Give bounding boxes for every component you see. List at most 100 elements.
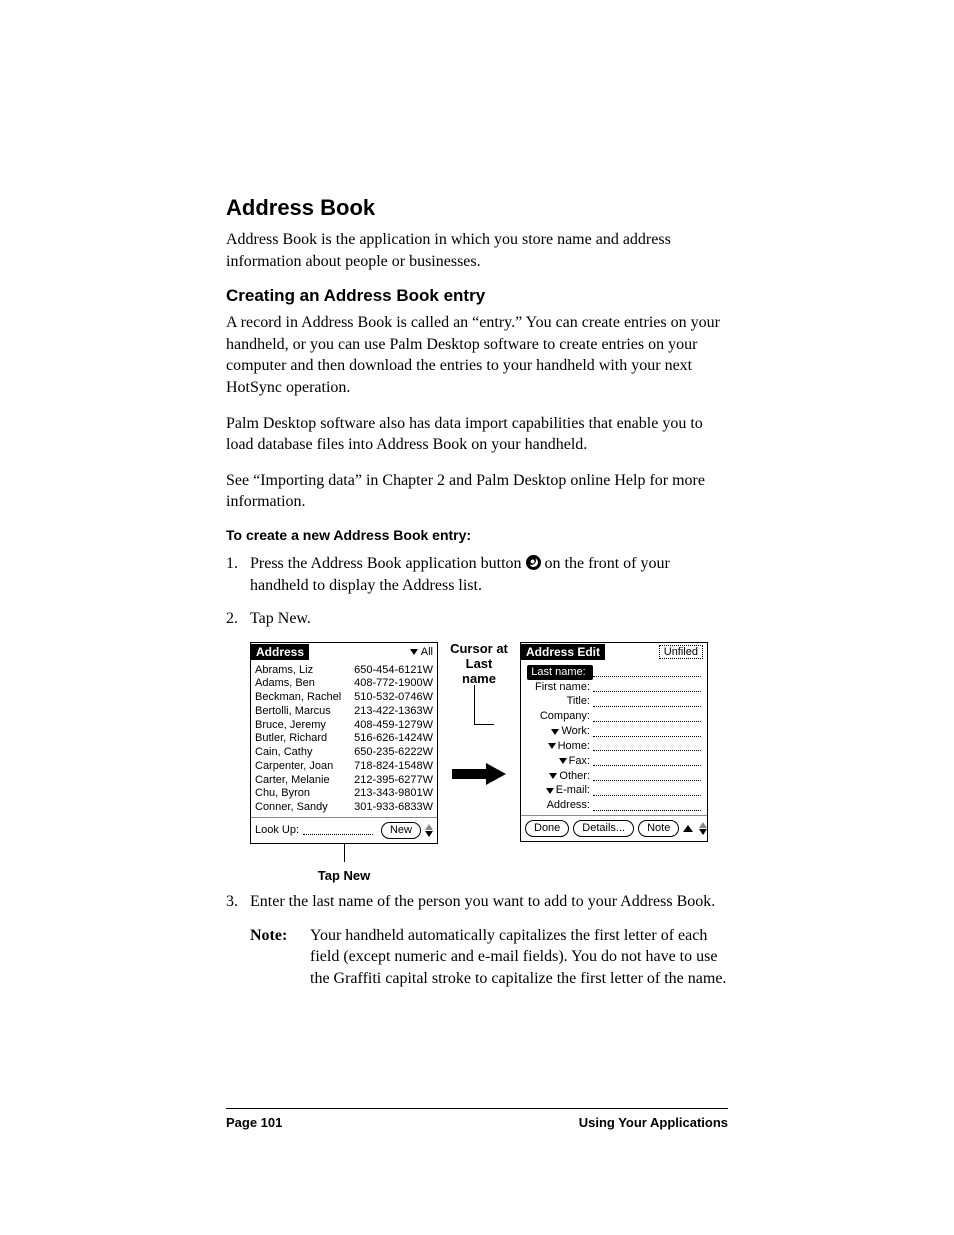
- address-list-row[interactable]: Carpenter, Joan 718-824-1548W: [255, 760, 433, 774]
- field-input[interactable]: [593, 786, 701, 796]
- new-button[interactable]: New: [381, 822, 421, 839]
- category-label[interactable]: All: [421, 646, 433, 658]
- lookup-input[interactable]: [303, 825, 373, 835]
- address-list-row[interactable]: Butler, Richard516-626-1424W: [255, 732, 433, 746]
- figure: Address All Abrams, Liz650-454-6121WAdam…: [250, 642, 728, 883]
- contact-name: Chu, Byron: [255, 787, 310, 801]
- footer-section-title: Using Your Applications: [579, 1115, 728, 1130]
- field-input[interactable]: [593, 697, 701, 707]
- step-number: 1.: [226, 553, 250, 596]
- contact-name: Bertolli, Marcus: [255, 705, 331, 719]
- edit-field-row: Last name:: [527, 665, 701, 680]
- edit-field-row: Other:: [527, 769, 701, 784]
- note-label: Note:: [250, 925, 310, 990]
- contact-name: Adams, Ben: [255, 677, 315, 691]
- dropdown-icon[interactable]: [559, 758, 567, 764]
- contact-phone: 650-235-6222W: [354, 746, 433, 760]
- edit-field-row: Address:: [527, 798, 701, 813]
- category-dropdown-icon[interactable]: [410, 649, 418, 655]
- arrow-icon: [452, 763, 506, 785]
- ordered-list: 3. Enter the last name of the person you…: [226, 891, 728, 913]
- field-label: Address:: [527, 798, 593, 813]
- details-button[interactable]: Details...: [573, 820, 634, 837]
- contact-phone: 510-532-0746W: [354, 691, 433, 705]
- field-input[interactable]: [593, 682, 701, 692]
- cursor-callout: Cursor at Last name: [448, 642, 510, 687]
- field-label: Last name:: [527, 665, 593, 680]
- intro-paragraph: Address Book is the application in which…: [226, 229, 728, 272]
- field-label[interactable]: E-mail:: [527, 783, 593, 798]
- contact-name: Beckman, Rachel: [255, 691, 341, 705]
- screen-title: Address Edit: [521, 644, 605, 660]
- field-input[interactable]: [593, 741, 701, 751]
- field-label[interactable]: Home:: [527, 739, 593, 754]
- contact-phone: 213-343-9801W: [354, 787, 433, 801]
- ordered-list: 1. Press the Address Book application bu…: [226, 553, 728, 630]
- contact-name: Bruce, Jeremy: [255, 719, 326, 733]
- address-list-row[interactable]: Conner, Sandy301-933-6833W: [255, 801, 433, 815]
- note-body: Your handheld automatically capitalizes …: [310, 925, 728, 990]
- edit-field-row: Title:: [527, 694, 701, 709]
- dropdown-icon[interactable]: [551, 729, 559, 735]
- tap-new-callout: Tap New: [318, 868, 371, 883]
- contact-phone: 212-395-6277W: [354, 774, 433, 788]
- note-block: Note: Your handheld automatically capita…: [250, 925, 728, 990]
- contact-name: Carpenter, Joan: [255, 760, 333, 774]
- step-number: 3.: [226, 891, 250, 913]
- category-label[interactable]: Unfiled: [659, 645, 703, 659]
- edit-field-row: First name:: [527, 680, 701, 695]
- address-list-row[interactable]: Adams, Ben 408-772-1900W: [255, 677, 433, 691]
- contact-phone: 408-772-1900W: [354, 677, 433, 691]
- contact-name: Carter, Melanie: [255, 774, 330, 788]
- field-input[interactable]: [593, 727, 701, 737]
- address-list-row[interactable]: Chu, Byron 213-343-9801W: [255, 787, 433, 801]
- address-list-row[interactable]: Carter, Melanie 212-395-6277W: [255, 774, 433, 788]
- paragraph-3: See “Importing data” in Chapter 2 and Pa…: [226, 470, 728, 513]
- field-input[interactable]: [593, 667, 701, 677]
- contact-phone: 650-454-6121W: [354, 664, 433, 678]
- field-input[interactable]: [593, 712, 701, 722]
- footer-page-number: Page 101: [226, 1115, 282, 1130]
- step-3: Enter the last name of the person you wa…: [250, 891, 728, 913]
- paragraph-2: Palm Desktop software also has data impo…: [226, 413, 728, 456]
- paragraph-1: A record in Address Book is called an “e…: [226, 312, 728, 398]
- address-list-row[interactable]: Beckman, Rachel 510-532-0746W: [255, 691, 433, 705]
- lookup-label: Look Up:: [255, 824, 299, 836]
- field-input[interactable]: [593, 801, 701, 811]
- field-label[interactable]: Fax:: [527, 754, 593, 769]
- dropdown-icon[interactable]: [549, 773, 557, 779]
- field-input[interactable]: [593, 756, 701, 766]
- address-list-row[interactable]: Cain, Cathy 650-235-6222W: [255, 746, 433, 760]
- address-list-screen: Address All Abrams, Liz650-454-6121WAdam…: [250, 642, 438, 844]
- contact-name: Cain, Cathy: [255, 746, 312, 760]
- step-1-text-a: Press the Address Book application butto…: [250, 555, 526, 572]
- field-label: Title:: [527, 694, 593, 709]
- contact-name: Butler, Richard: [255, 732, 327, 746]
- screen-title: Address: [251, 644, 309, 660]
- field-label[interactable]: Work:: [527, 724, 593, 739]
- field-label[interactable]: Other:: [527, 769, 593, 784]
- field-label: Company:: [527, 709, 593, 724]
- address-edit-screen: Address Edit Unfiled Last name:First nam…: [520, 642, 708, 842]
- address-list-row[interactable]: Abrams, Liz650-454-6121W: [255, 664, 433, 678]
- done-button[interactable]: Done: [525, 820, 569, 837]
- address-list-row[interactable]: Bertolli, Marcus 213-422-1363W: [255, 705, 433, 719]
- address-list-row[interactable]: Bruce, Jeremy408-459-1279W: [255, 719, 433, 733]
- address-book-icon: [526, 555, 541, 570]
- contact-phone: 213-422-1363W: [354, 705, 433, 719]
- edit-field-row: Home:: [527, 739, 701, 754]
- step-1: Press the Address Book application butto…: [250, 553, 728, 596]
- contact-phone: 718-824-1548W: [354, 760, 433, 774]
- callout-leader-line: [474, 685, 494, 725]
- scroll-arrows[interactable]: [699, 822, 707, 835]
- heading-1: Address Book: [226, 195, 728, 221]
- contact-phone: 301-933-6833W: [354, 801, 433, 815]
- step-2: Tap New.: [250, 608, 728, 630]
- edit-field-row: E-mail:: [527, 783, 701, 798]
- note-button[interactable]: Note: [638, 820, 679, 837]
- scroll-up-icon[interactable]: [683, 825, 693, 832]
- dropdown-icon[interactable]: [548, 743, 556, 749]
- dropdown-icon[interactable]: [546, 788, 554, 794]
- scroll-arrows[interactable]: [425, 824, 433, 837]
- field-input[interactable]: [593, 771, 701, 781]
